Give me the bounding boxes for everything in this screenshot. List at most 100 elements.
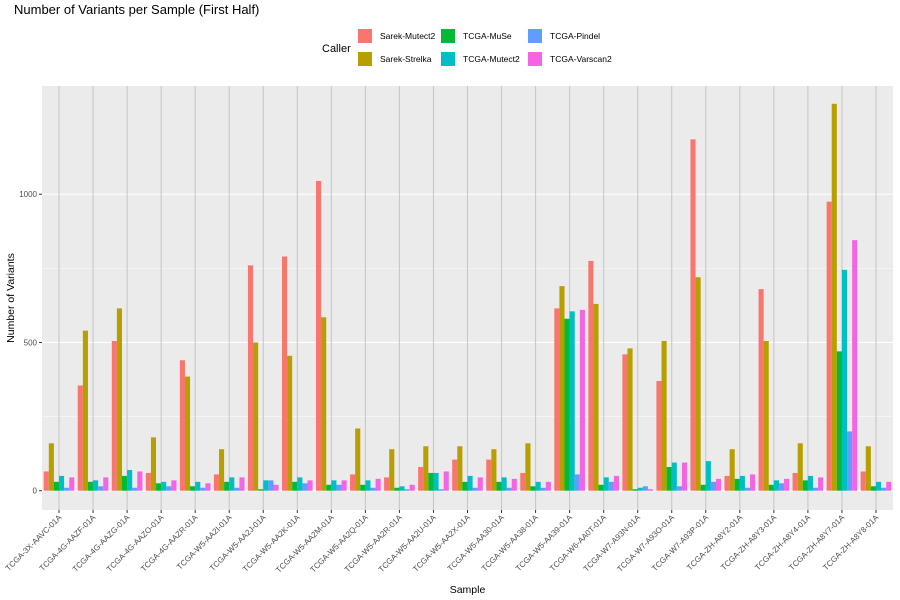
- bar-tcga-mutect2: [195, 481, 201, 491]
- bar-tcga-muse: [224, 481, 230, 491]
- legend-label: TCGA-Mutect2: [463, 54, 520, 64]
- bar-tcga-varscan2: [681, 462, 688, 491]
- bar-tcga-varscan2: [818, 477, 824, 491]
- bar-tcga-mutect2: [705, 461, 711, 491]
- bar-sarek-strelka: [559, 286, 565, 491]
- bar-tcga-mutect2: [671, 462, 677, 491]
- x-tick-label: TCGA-W7-A93O-01A: [615, 513, 676, 574]
- bar-tcga-mutect2: [773, 480, 779, 491]
- bar-sarek-strelka: [389, 449, 395, 491]
- bar-tcga-muse: [700, 484, 706, 491]
- bar-tcga-pindel: [813, 487, 819, 491]
- bar-tcga-mutect2: [841, 269, 848, 491]
- bar-tcga-muse: [802, 480, 808, 491]
- bar-tcga-pindel: [268, 480, 274, 491]
- bar-sarek-mutect2: [43, 471, 49, 491]
- bar-sarek-strelka: [423, 446, 429, 491]
- bar-tcga-varscan2: [613, 475, 619, 491]
- legend-swatch: [358, 52, 372, 66]
- bar-sarek-strelka: [321, 317, 327, 491]
- bar-tcga-varscan2: [511, 478, 517, 491]
- legend-swatch: [528, 52, 542, 66]
- bar-tcga-mutect2: [467, 475, 473, 491]
- bar-sarek-strelka: [661, 340, 667, 491]
- x-tick-label: TCGA-W5-AA2J-01A: [208, 513, 268, 573]
- bar-tcga-varscan2: [409, 484, 415, 491]
- bar-tcga-muse: [462, 481, 468, 491]
- bar-tcga-pindel: [778, 483, 785, 491]
- bar-sarek-mutect2: [690, 139, 696, 491]
- bar-tcga-muse: [326, 484, 332, 491]
- bar-tcga-pindel: [710, 481, 716, 491]
- bar-tcga-pindel: [336, 484, 342, 491]
- bar-sarek-strelka: [287, 355, 293, 491]
- bar-sarek-mutect2: [520, 472, 526, 491]
- x-tick-label: TCGA-W5-AA2Q-01A: [308, 513, 370, 575]
- bar-tcga-varscan2: [443, 471, 449, 491]
- bar-tcga-pindel: [506, 487, 512, 491]
- legend-swatch: [441, 29, 455, 43]
- bar-sarek-strelka: [729, 449, 735, 491]
- bar-tcga-mutect2: [93, 480, 99, 491]
- chart-title: Number of Variants per Sample (First Hal…: [14, 2, 260, 17]
- bar-tcga-pindel: [98, 486, 104, 491]
- bar-tcga-varscan2: [103, 477, 109, 491]
- bar-tcga-pindel: [370, 487, 376, 491]
- bar-sarek-strelka: [831, 103, 837, 491]
- bar-tcga-muse: [598, 484, 604, 491]
- bar-sarek-mutect2: [213, 474, 220, 491]
- bar-tcga-mutect2: [263, 480, 269, 491]
- bar-tcga-muse: [768, 484, 774, 491]
- bar-sarek-mutect2: [77, 385, 83, 491]
- y-tick-label: 500: [24, 338, 38, 347]
- bar-sarek-strelka: [797, 443, 803, 491]
- bar-tcga-pindel: [676, 486, 682, 491]
- bar-sarek-strelka: [525, 443, 531, 491]
- bar-tcga-pindel: [166, 486, 172, 491]
- bar-tcga-muse: [258, 489, 264, 491]
- bar-tcga-varscan2: [205, 483, 211, 491]
- bar-sarek-strelka: [184, 376, 191, 491]
- legend-label: Sarek-Mutect2: [380, 31, 436, 41]
- x-axis-title: Sample: [450, 584, 486, 596]
- bar-sarek-strelka: [253, 342, 259, 491]
- bar-tcga-varscan2: [784, 478, 790, 491]
- bar-tcga-varscan2: [477, 477, 483, 491]
- bar-sarek-mutect2: [792, 472, 798, 491]
- bar-tcga-mutect2: [637, 487, 643, 491]
- legend-item: TCGA-Varscan2: [528, 52, 612, 66]
- bar-tcga-mutect2: [807, 475, 814, 491]
- bar-sarek-strelka: [219, 449, 225, 491]
- bar-tcga-pindel: [847, 431, 853, 491]
- bar-tcga-pindel: [302, 483, 308, 491]
- bar-tcga-mutect2: [433, 472, 439, 491]
- bar-tcga-mutect2: [535, 481, 541, 491]
- bar-tcga-mutect2: [365, 480, 371, 491]
- bar-tcga-pindel: [200, 487, 206, 491]
- x-tick-label: TCGA-4G-AAZF-01A: [38, 513, 98, 573]
- bar-sarek-mutect2: [486, 459, 492, 491]
- bar-tcga-varscan2: [750, 474, 756, 491]
- bar-tcga-pindel: [608, 481, 614, 491]
- bar-tcga-muse: [870, 486, 876, 491]
- bar-sarek-strelka: [763, 340, 769, 491]
- bar-sarek-mutect2: [860, 471, 866, 491]
- bar-tcga-muse: [87, 481, 94, 491]
- bar-sarek-strelka: [150, 437, 157, 491]
- bar-tcga-varscan2: [647, 489, 654, 491]
- bar-tcga-pindel: [744, 487, 751, 491]
- y-tick-label: 0: [33, 487, 38, 496]
- bar-tcga-pindel: [64, 487, 70, 491]
- bar-sarek-mutect2: [724, 475, 730, 491]
- bar-sarek-mutect2: [145, 472, 151, 491]
- bar-tcga-muse: [292, 481, 298, 491]
- x-tick-label: TCGA-W5-AA2X-01A: [411, 513, 472, 574]
- x-tick-label: TCGA-4G-AAZO-01A: [105, 513, 166, 574]
- bar-tcga-varscan2: [886, 481, 892, 491]
- legend-swatch: [441, 52, 455, 66]
- bar-tcga-pindel: [642, 486, 648, 491]
- bar-tcga-mutect2: [399, 486, 405, 491]
- bar-tcga-varscan2: [307, 480, 313, 491]
- bar-tcga-mutect2: [603, 477, 609, 491]
